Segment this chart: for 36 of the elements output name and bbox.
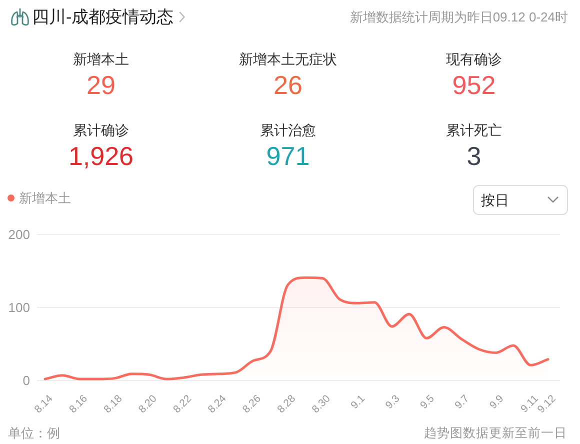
x-tick-label: 8.22 [171,392,194,416]
text: 累计死亡 [446,122,502,138]
x-tick-label: 8.20 [136,392,160,416]
x-tick-label: 8.28 [275,392,298,416]
text: 四川-成都疫情动态 [32,8,174,26]
x-tick-label: 8.18 [102,392,125,416]
text: 现有确诊 [446,51,502,67]
x-tick-label: 8.24 [206,392,229,416]
x-tick-label: 9.7 [452,392,472,412]
y-tick-label: 200 [8,227,30,242]
x-tick-label: 9.5 [418,392,437,412]
x-tick-label: 8.26 [240,392,264,416]
x-tick-label: 8.30 [310,392,333,416]
text: 累计确诊 [73,122,129,138]
text: 29 [86,70,116,100]
x-tick-label: 8.16 [66,392,90,416]
text: 1,926 [68,141,134,171]
text: 3 [466,141,482,171]
x-tick-label: 9.3 [383,392,402,412]
y-tick-label: 100 [8,300,30,315]
text: 新增本土无症状 [239,51,337,67]
x-tick-label: 8.14 [32,392,56,416]
y-tick-label: 0 [22,373,30,388]
text: 952 [452,70,496,100]
text: 单位：例 [8,426,60,440]
text: 971 [266,141,310,171]
x-tick-label: 9.1 [348,392,368,412]
legend: 新增本土 [8,190,71,206]
text: 新增数据统计周期为昨日09.12 0-24时 [350,10,568,24]
dropdown: 按日 [473,185,568,215]
text: 累计治愈 [260,122,316,138]
text: 26 [274,70,302,100]
text: 新增本土 [73,51,129,67]
x-tick-label: 9.9 [487,392,506,412]
legend-label: 新增本土 [19,190,71,206]
text: 趋势图数据更新至前一日 [424,426,567,440]
